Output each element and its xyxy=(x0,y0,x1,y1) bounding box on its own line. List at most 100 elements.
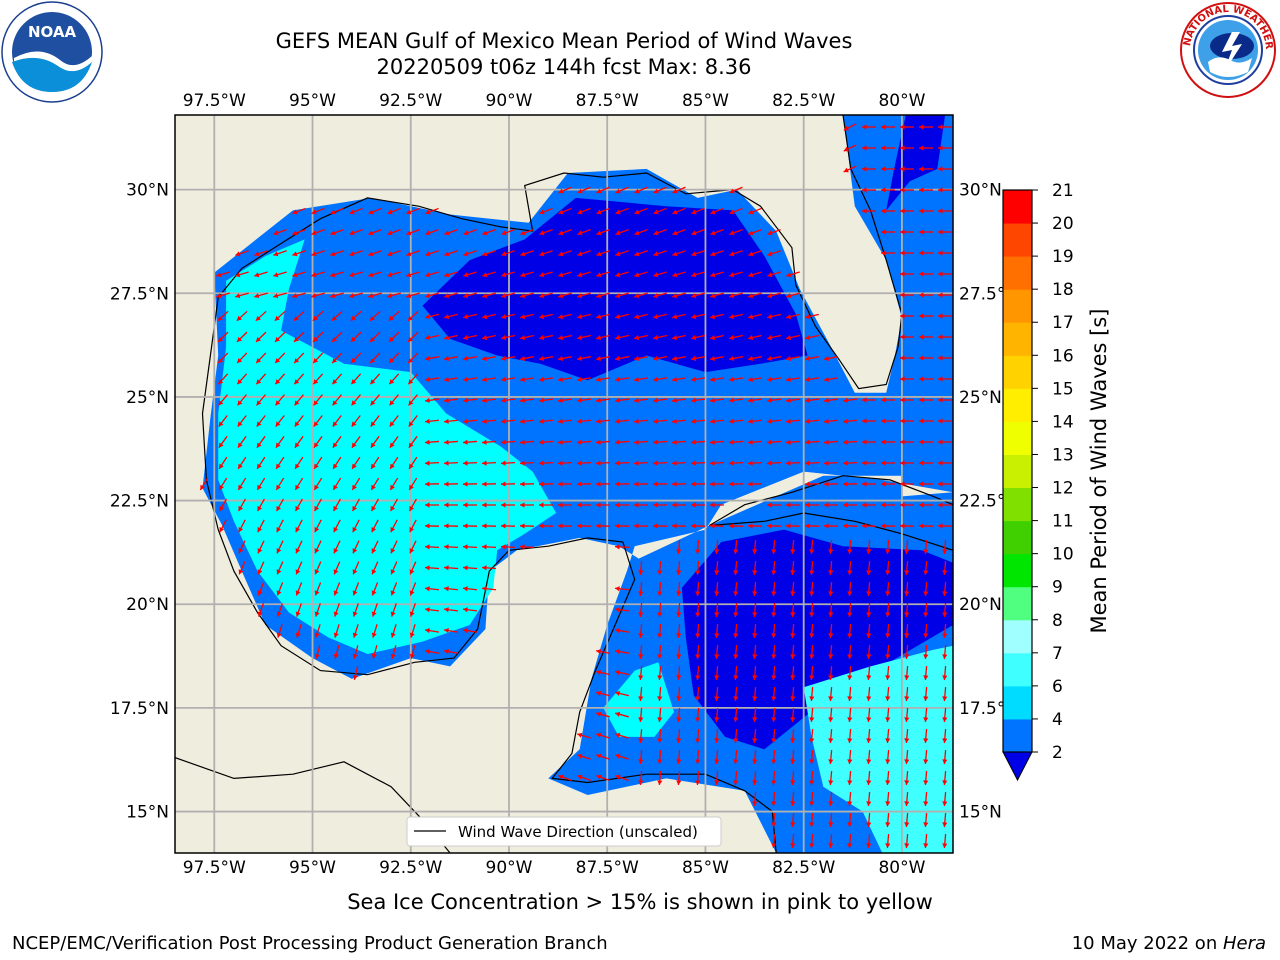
wave-direction-arrow xyxy=(847,665,853,681)
wave-direction-arrow xyxy=(557,481,573,487)
wave-direction-arrow xyxy=(370,394,380,406)
wave-direction-arrow xyxy=(809,644,815,660)
wave-direction-arrow xyxy=(923,686,929,702)
lat-tick-label-right: 15°N xyxy=(959,803,1002,823)
wave-direction-arrow xyxy=(709,460,725,466)
lon-tick-label-bottom: 80°W xyxy=(878,858,925,878)
wave-direction-arrow xyxy=(881,460,895,466)
wave-direction-arrow xyxy=(638,623,644,639)
colorbar-segment xyxy=(1003,322,1032,356)
wave-direction-arrow xyxy=(218,394,228,406)
wave-direction-arrow xyxy=(904,602,910,618)
wave-direction-arrow xyxy=(823,418,839,424)
wave-direction-arrow xyxy=(785,418,801,424)
colorbar-segment xyxy=(1003,619,1032,654)
wave-direction-arrow xyxy=(424,439,440,445)
wave-direction-arrow xyxy=(255,331,267,343)
lon-tick-label-bottom: 85°W xyxy=(682,858,729,878)
lon-tick-label-bottom: 95°W xyxy=(289,858,336,878)
wave-direction-arrow xyxy=(314,582,322,596)
wave-direction-arrow xyxy=(332,477,342,491)
wave-direction-arrow xyxy=(294,456,304,470)
wave-direction-arrow xyxy=(387,271,401,278)
colorbar-segment xyxy=(1003,652,1032,687)
wave-direction-arrow xyxy=(615,292,629,299)
wave-direction-arrow xyxy=(691,207,705,215)
wave-direction-arrow xyxy=(942,665,948,681)
wave-direction-arrow xyxy=(444,271,458,278)
wave-direction-arrow xyxy=(349,271,363,278)
colorbar-tick-label: 21 xyxy=(1052,181,1074,201)
wave-direction-arrow xyxy=(790,560,796,576)
wave-direction-arrow xyxy=(538,439,554,445)
wave-direction-arrow xyxy=(638,686,644,702)
wave-direction-arrow xyxy=(595,439,611,445)
wave-direction-arrow xyxy=(538,376,554,382)
wave-direction-arrow xyxy=(900,439,914,445)
wave-direction-arrow xyxy=(352,519,360,533)
wave-direction-arrow xyxy=(843,123,857,131)
wave-direction-arrow xyxy=(752,644,758,660)
wave-direction-arrow xyxy=(576,460,592,466)
wave-direction-arrow xyxy=(352,582,360,596)
wave-direction-arrow xyxy=(352,645,359,659)
wave-direction-arrow xyxy=(904,581,910,597)
wave-direction-arrow xyxy=(938,145,952,151)
wave-direction-arrow xyxy=(444,313,458,320)
wave-direction-arrow xyxy=(633,460,649,466)
wave-direction-arrow xyxy=(828,602,834,618)
lon-tick-label-top: 82.5°W xyxy=(772,91,835,111)
wave-direction-arrow xyxy=(847,707,853,723)
noaa-logo-icon: NOAA xyxy=(1,1,103,103)
wave-direction-arrow xyxy=(333,540,341,554)
wave-direction-arrow xyxy=(938,355,952,361)
wave-direction-arrow xyxy=(463,271,477,278)
wave-direction-arrow xyxy=(596,207,610,215)
wave-direction-arrow xyxy=(938,376,952,382)
wave-direction-arrow xyxy=(828,770,834,786)
wave-direction-arrow xyxy=(771,686,777,702)
wave-direction-arrow xyxy=(615,753,629,760)
legend-entry: Wind Wave Direction (unscaled) xyxy=(458,823,698,841)
wave-direction-arrow xyxy=(847,539,853,555)
lon-tick-label-top: 87.5°W xyxy=(576,91,639,111)
wave-direction-arrow xyxy=(805,355,819,362)
wave-direction-arrow xyxy=(790,833,796,849)
wave-direction-arrow xyxy=(748,271,762,278)
wave-direction-arrow xyxy=(657,728,663,744)
wave-direction-arrow xyxy=(462,586,478,592)
wave-direction-arrow xyxy=(809,707,815,723)
wave-direction-arrow xyxy=(767,229,781,236)
wave-direction-arrow xyxy=(828,791,834,807)
wave-direction-arrow xyxy=(729,313,743,320)
wave-direction-arrow xyxy=(444,334,458,341)
wave-direction-arrow xyxy=(809,749,815,765)
wave-direction-arrow xyxy=(823,376,839,382)
wave-direction-arrow xyxy=(786,334,800,341)
western-gulf-swell xyxy=(218,239,557,654)
wave-direction-arrow xyxy=(767,250,781,257)
wave-direction-arrow xyxy=(387,250,401,257)
wave-direction-arrow xyxy=(824,355,838,362)
wave-direction-arrow xyxy=(257,519,265,533)
wave-direction-arrow xyxy=(371,624,378,638)
wave-direction-arrow xyxy=(809,623,815,639)
wave-direction-arrow xyxy=(313,498,323,512)
wave-direction-arrow xyxy=(652,418,668,424)
wave-direction-arrow xyxy=(710,250,724,257)
wave-direction-arrow xyxy=(710,313,724,320)
wave-direction-arrow xyxy=(408,415,418,427)
wave-direction-arrow xyxy=(406,271,420,278)
wave-direction-arrow xyxy=(671,523,687,529)
wave-direction-arrow xyxy=(729,229,743,236)
wave-direction-arrow xyxy=(443,439,459,445)
wave-direction-arrow xyxy=(576,481,592,487)
wave-direction-arrow xyxy=(747,418,763,424)
wave-direction-arrow xyxy=(676,749,682,765)
wave-direction-arrow xyxy=(733,728,739,744)
wave-direction-arrow xyxy=(577,207,591,215)
wave-direction-arrow xyxy=(752,791,758,807)
wave-direction-arrow xyxy=(275,498,285,512)
wave-direction-arrow xyxy=(577,774,591,781)
